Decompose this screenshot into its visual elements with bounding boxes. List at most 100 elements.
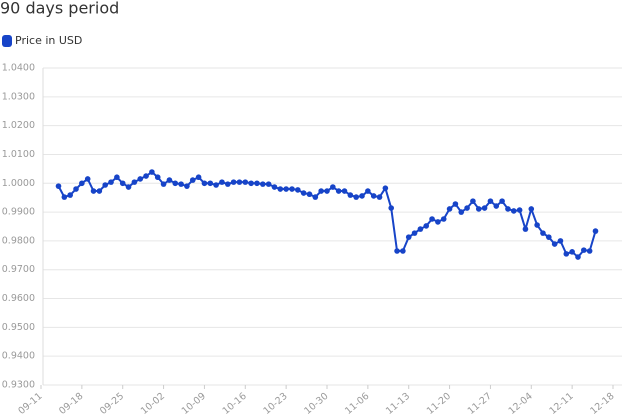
x-tick-label: 11-27 xyxy=(466,391,494,416)
point xyxy=(201,180,208,187)
x-tick-label: 10-23 xyxy=(261,391,289,416)
point xyxy=(592,228,599,234)
point xyxy=(213,182,219,188)
y-tick-label: 0.9600 xyxy=(2,293,35,304)
y-tick-label: 1.0000 xyxy=(2,178,35,189)
point xyxy=(330,184,336,190)
legend-swatch xyxy=(2,35,12,47)
point xyxy=(545,234,552,240)
point xyxy=(143,173,149,179)
point xyxy=(154,174,161,181)
y-tick-label: 1.0200 xyxy=(2,120,35,131)
point xyxy=(400,248,406,254)
point xyxy=(224,181,231,187)
point xyxy=(394,248,400,254)
point xyxy=(528,206,535,212)
point xyxy=(388,205,395,211)
point xyxy=(55,183,62,189)
legend-label: Price in USD xyxy=(15,34,82,47)
line xyxy=(57,171,597,259)
point xyxy=(149,169,155,175)
point xyxy=(277,186,284,192)
y-tick-label: 0.9700 xyxy=(2,264,35,275)
y-tick-label: 1.0300 xyxy=(2,91,35,102)
x-tick-label: 11-06 xyxy=(343,391,371,416)
point xyxy=(505,206,511,212)
point xyxy=(248,180,254,187)
point xyxy=(516,207,523,213)
point xyxy=(184,183,190,189)
point xyxy=(283,186,289,192)
point xyxy=(271,184,278,190)
point xyxy=(84,176,91,182)
x-tick-label: 10-02 xyxy=(139,391,167,416)
point xyxy=(189,177,196,183)
point xyxy=(540,230,546,236)
point xyxy=(382,185,389,191)
point xyxy=(312,194,319,200)
point xyxy=(108,179,114,185)
point xyxy=(341,188,348,194)
point xyxy=(236,179,243,185)
point xyxy=(586,248,593,254)
point xyxy=(172,180,179,187)
x-tick-label: 12-11 xyxy=(547,391,575,416)
point xyxy=(440,216,447,222)
x-tick-label: 11-20 xyxy=(425,391,453,416)
x-tick-label: 10-09 xyxy=(180,391,208,416)
point xyxy=(335,188,342,194)
point xyxy=(575,254,581,260)
point xyxy=(370,193,377,199)
point xyxy=(324,188,330,194)
point xyxy=(557,238,564,244)
point xyxy=(259,181,266,187)
point xyxy=(67,192,73,198)
point xyxy=(435,219,441,225)
y-tick-label: 0.9300 xyxy=(2,380,35,391)
y-tick-label: 1.0400 xyxy=(2,63,35,74)
x-tick-label: 10-30 xyxy=(302,391,330,416)
point xyxy=(470,198,476,204)
point xyxy=(458,209,465,215)
point xyxy=(481,205,488,211)
point xyxy=(79,180,85,187)
point xyxy=(405,234,412,240)
point xyxy=(569,249,575,255)
point xyxy=(318,188,324,194)
point xyxy=(289,186,295,192)
point xyxy=(376,194,383,200)
y-tick-label: 0.9800 xyxy=(2,235,35,246)
point xyxy=(353,194,359,200)
x-tick-label: 11-13 xyxy=(384,391,412,416)
point xyxy=(114,174,120,181)
point xyxy=(96,188,103,194)
x-tick-label: 09-25 xyxy=(98,391,126,416)
point xyxy=(581,247,587,253)
point xyxy=(563,251,570,257)
point xyxy=(73,186,79,192)
x-tick-label: 09-18 xyxy=(57,391,85,416)
point xyxy=(178,181,184,187)
chart-title: 90 days period xyxy=(0,0,119,18)
point xyxy=(242,179,249,185)
point xyxy=(423,223,430,229)
y-tick-label: 1.0100 xyxy=(2,149,35,160)
point xyxy=(306,191,313,198)
y-tick-label: 0.9400 xyxy=(2,351,35,362)
x-tick-label: 09-11 xyxy=(16,391,44,416)
point xyxy=(295,187,301,193)
point xyxy=(230,179,237,185)
point xyxy=(61,194,68,200)
point xyxy=(160,181,167,187)
point xyxy=(365,188,371,194)
point xyxy=(195,174,202,181)
x-tick-label: 10-16 xyxy=(221,391,249,416)
y-tick-label: 0.9900 xyxy=(2,207,35,218)
point xyxy=(452,201,459,207)
point xyxy=(131,179,138,185)
point xyxy=(417,226,424,232)
point xyxy=(534,222,540,228)
point xyxy=(300,190,307,196)
point xyxy=(125,184,132,190)
